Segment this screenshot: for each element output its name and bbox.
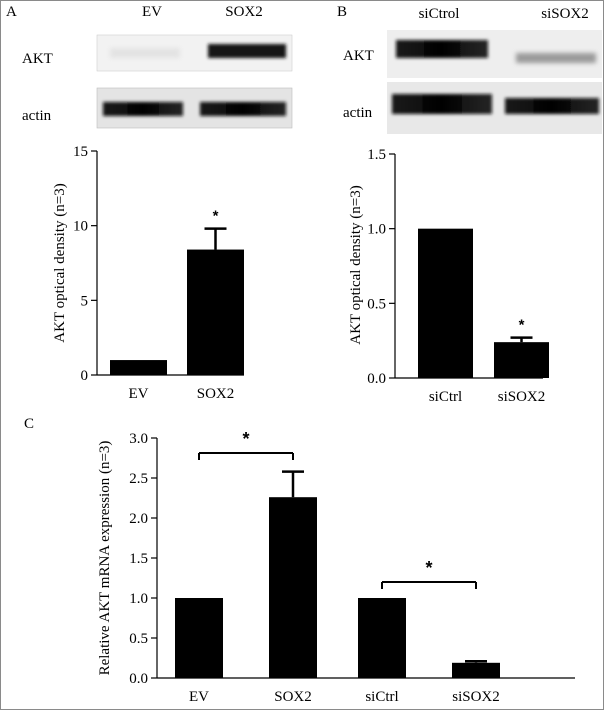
- chart-b-bar-sisox2: [494, 342, 549, 378]
- blot-a-akt-band-sox2: [208, 44, 286, 58]
- blot-b-row-label-akt: AKT: [343, 48, 374, 64]
- chart-c-y-tick-label: 1.5: [129, 551, 148, 567]
- blot-a-actin-band-ev: [103, 102, 183, 116]
- chart-panel-a: 0 5 10 15 AKT optical density (n=3) EV SOX2 *: [52, 144, 244, 402]
- chart-panel-c: 0.0 0.5 1.0 1.5 2.0 2.5 3.0 Relative AKT mRNA e…: [97, 429, 575, 705]
- chart-b-y-tick-label: 0.5: [367, 296, 386, 312]
- blot-a-row-label-actin: actin: [22, 108, 52, 124]
- chart-c-significance-star: *: [242, 429, 249, 449]
- chart-a-significance-star: *: [213, 208, 219, 225]
- chart-b-y-tick-label: 0.0: [367, 371, 386, 387]
- panel-b-blot: B siCtrol siSOX2 AKT actin: [337, 4, 602, 134]
- chart-c-bar-sox2: [269, 497, 317, 678]
- chart-b-significance-star: *: [519, 317, 525, 334]
- blot-b-col-label-sictrol: siCtrol: [419, 6, 460, 22]
- chart-c-x-tick-label: SOX2: [274, 689, 312, 705]
- chart-c-bar-ev: [175, 598, 223, 678]
- panel-a-letter: A: [6, 4, 17, 20]
- blot-a-col-label-ev: EV: [142, 4, 162, 20]
- chart-c-y-tick-label: 0.5: [129, 631, 148, 647]
- blot-a-col-label-sox2: SOX2: [225, 4, 263, 20]
- panel-c-letter: C: [24, 416, 34, 432]
- chart-panel-b: 0.0 0.5 1.0 1.5 AKT optical density (n=3) siC…: [348, 147, 549, 405]
- chart-c-bar-sictrl: [358, 598, 406, 678]
- blot-b-actin-band-sisox2: [505, 98, 599, 114]
- chart-a-y-tick-label: 0: [81, 368, 89, 384]
- chart-c-bar-sisox2: [452, 662, 500, 678]
- blot-b-col-label-sisox2: siSOX2: [541, 6, 589, 22]
- chart-b-y-tick-label: 1.0: [367, 222, 386, 238]
- blot-b-akt-band-sictrol: [396, 40, 488, 58]
- chart-c-significance-star: *: [425, 558, 432, 578]
- chart-c-x-tick-label: siSOX2: [452, 689, 500, 705]
- chart-c-y-tick-label: 2.0: [129, 511, 148, 527]
- chart-a-bar-sox2: [187, 249, 244, 375]
- chart-c-y-tick-label: 0.0: [129, 671, 148, 687]
- chart-c-x-tick-label: EV: [189, 689, 209, 705]
- blot-a-actin-band-sox2: [200, 102, 286, 116]
- chart-b-x-tick-label: siCtrl: [429, 389, 462, 405]
- blot-b-actin-band-sictrol: [392, 94, 492, 114]
- blot-a-akt-band-ev: [110, 48, 180, 58]
- chart-a-x-tick-label: SOX2: [197, 386, 235, 402]
- blot-b-row-label-actin: actin: [343, 105, 373, 121]
- blot-b-akt-band-sisox2: [516, 53, 596, 63]
- chart-b-y-tick-label: 1.5: [367, 147, 386, 163]
- panel-b-letter: B: [337, 4, 347, 20]
- chart-b-y-axis-label: AKT optical density (n=3): [348, 185, 364, 344]
- chart-c-y-tick-label: 1.0: [129, 591, 148, 607]
- chart-a-y-tick-label: 10: [73, 219, 88, 235]
- panel-a-blot: A EV SOX2 AKT actin: [6, 4, 293, 129]
- chart-c-y-tick-label: 2.5: [129, 471, 148, 487]
- chart-a-x-tick-label: EV: [129, 386, 149, 402]
- chart-c-x-tick-label: siCtrl: [365, 689, 398, 705]
- chart-a-y-tick-label: 15: [73, 144, 88, 160]
- chart-c-y-axis-label: Relative AKT mRNA expression (n=3): [97, 441, 113, 676]
- chart-b-bar-sictrl: [418, 228, 473, 378]
- chart-c-y-tick-label: 3.0: [129, 431, 148, 447]
- blot-a-row-label-akt: AKT: [22, 51, 53, 67]
- chart-a-y-axis-label: AKT optical density (n=3): [52, 183, 68, 342]
- chart-a-bar-ev: [110, 360, 167, 375]
- chart-b-x-tick-label: siSOX2: [498, 389, 546, 405]
- chart-a-y-tick-label: 5: [81, 293, 89, 309]
